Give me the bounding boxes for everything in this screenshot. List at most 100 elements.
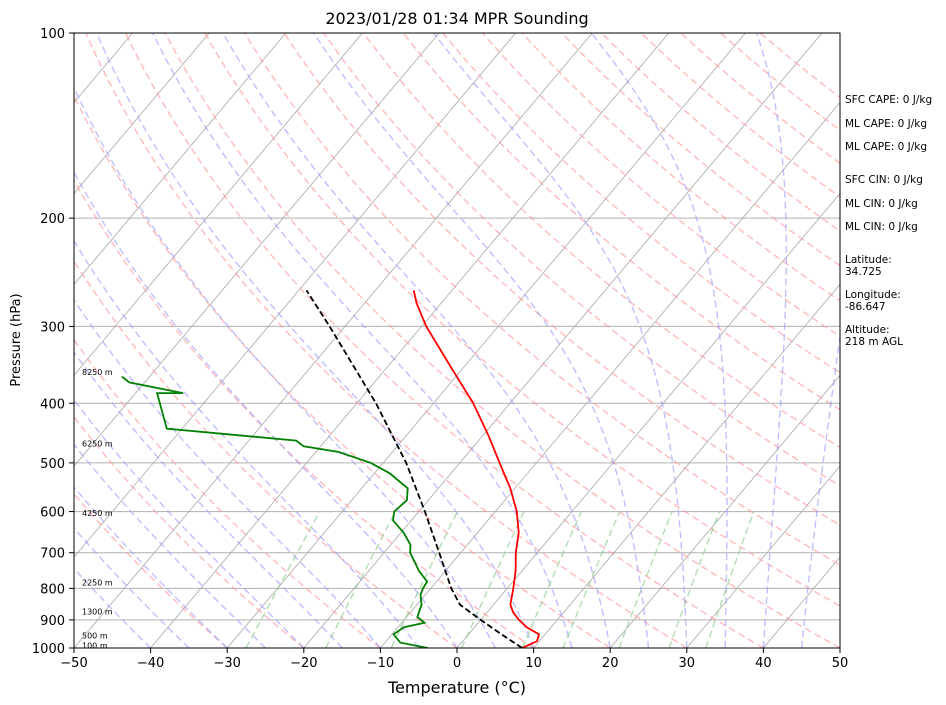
isotherm-line	[74, 33, 516, 558]
plot-frame	[73, 32, 841, 649]
altitude-label: Altitude:	[845, 324, 890, 336]
background-lines	[74, 33, 840, 648]
parcel-line	[305, 289, 523, 648]
dry-adiabat-line	[243, 33, 840, 566]
dewpoint-line	[121, 375, 429, 648]
moist-adiabat-line	[74, 485, 228, 648]
height-label: 100 m	[82, 641, 108, 650]
moist-adiabat-line	[96, 33, 535, 648]
moist-adiabat-line	[222, 33, 611, 648]
y-tick-label: 500	[40, 457, 65, 472]
isotherm-line	[686, 465, 840, 648]
x-tick-label: 30	[679, 656, 696, 671]
isotherm-line	[150, 33, 670, 648]
mixing-ratio-line	[521, 511, 582, 648]
mixing-ratio-line	[325, 511, 397, 648]
mixing-ratio-line	[705, 511, 755, 648]
x-tick-label: 20	[602, 656, 619, 671]
moist-adiabat-line	[74, 170, 458, 648]
ml-cape-label: ML CAPE: 0 J/kg	[845, 118, 928, 130]
height-label: 500 m	[82, 632, 108, 641]
y-tick-label: 900	[40, 614, 65, 629]
x-tick-label: −40	[137, 656, 164, 671]
isotherm-line	[456, 192, 840, 648]
x-tick-label: −10	[367, 656, 394, 671]
dry-adiabat-line	[85, 33, 688, 648]
x-tick-label: 50	[832, 656, 849, 671]
dry-adiabat-line	[283, 33, 840, 526]
isotherm-line	[74, 33, 210, 195]
x-axis-label: Temperature (°C)	[387, 678, 526, 697]
dry-adiabat-line	[74, 178, 534, 648]
y-tick-label: 300	[40, 320, 65, 335]
dry-adiabat-line	[74, 94, 611, 648]
isotherm-line	[303, 33, 823, 648]
ml-cin-label-2: ML CIN: 0 J/kg	[845, 221, 918, 233]
x-tick-label: −20	[290, 656, 317, 671]
isotherm-line	[533, 283, 840, 648]
dry-adiabat-line	[521, 33, 840, 302]
moist-adiabat-line	[801, 331, 840, 648]
dry-adiabat-line	[74, 338, 381, 648]
altitude-value: 218 m AGL	[845, 336, 903, 348]
sfc-cape-label: SFC CAPE: 0 J/kg	[845, 94, 933, 106]
y-tick-label: 800	[40, 582, 65, 597]
y-tick-label: 700	[40, 547, 65, 562]
axes: −50 −40 −30 −20 −10 0 10 20 30 40 50 100 200 300 400 50…	[32, 27, 848, 671]
height-label: 1300 m	[82, 607, 113, 616]
isotherm-line	[74, 33, 593, 648]
dry-adiabat-line	[74, 259, 458, 648]
x-tick-label: 0	[453, 656, 461, 671]
moist-adiabat-line	[433, 33, 688, 648]
moist-adiabat-line	[74, 398, 305, 648]
height-label: 2250 m	[82, 578, 113, 587]
x-tick-label: 10	[525, 656, 542, 671]
moist-adiabat-line	[590, 33, 728, 648]
isotherm-line	[74, 33, 287, 285]
moist-adiabat-line	[74, 443, 266, 648]
moist-adiabat-line	[313, 33, 650, 648]
moist-adiabat-line	[151, 33, 573, 648]
moist-adiabat-line	[74, 567, 152, 648]
isotherm-line	[609, 374, 840, 648]
y-tick-label: 200	[40, 212, 65, 227]
ml-cin-label: ML CIN: 0 J/kg	[845, 198, 918, 210]
height-label: 4250 m	[82, 509, 113, 518]
isotherm-line	[74, 33, 440, 467]
temperature-line	[412, 290, 541, 648]
moist-adiabat-line	[74, 298, 381, 648]
dry-adiabat-line	[74, 415, 305, 648]
moist-adiabat-line	[74, 85, 496, 648]
moist-adiabat-line	[755, 33, 787, 648]
dry-adiabat-line	[442, 33, 840, 374]
moist-adiabat-line	[74, 351, 343, 648]
height-label: 8250 m	[82, 368, 113, 377]
longitude-label: Longitude:	[845, 289, 901, 301]
dry-adiabat-line	[164, 33, 840, 648]
chart-title: 2023/01/28 01:34 MPR Sounding	[325, 9, 588, 28]
moist-adiabat-line	[74, 527, 190, 648]
longitude-value: -86.647	[845, 301, 886, 313]
dry-adiabat-line	[74, 492, 228, 648]
y-tick-label: 100	[40, 27, 65, 42]
y-tick-label: 400	[40, 397, 65, 412]
sounding-profiles	[121, 289, 541, 648]
mixing-ratio-line	[618, 511, 673, 648]
dry-adiabat-line	[402, 33, 840, 411]
dry-adiabat-line	[323, 33, 840, 487]
mixing-ratio-line	[390, 511, 459, 648]
latitude-label: Latitude:	[845, 254, 892, 266]
mixing-ratio-line	[245, 511, 321, 648]
x-tick-label: 40	[755, 656, 772, 671]
dry-adiabat-line	[124, 33, 764, 648]
y-tick-label: 1000	[32, 642, 65, 657]
isotherm-line	[226, 33, 746, 648]
x-tick-label: −30	[213, 656, 240, 671]
moist-adiabat-line	[74, 239, 420, 648]
ml-cape-label-2: ML CAPE: 0 J/kg	[845, 141, 928, 153]
height-label: 6250 m	[82, 439, 113, 448]
latitude-value: 34.725	[845, 266, 882, 278]
isotherm-line	[74, 33, 363, 376]
